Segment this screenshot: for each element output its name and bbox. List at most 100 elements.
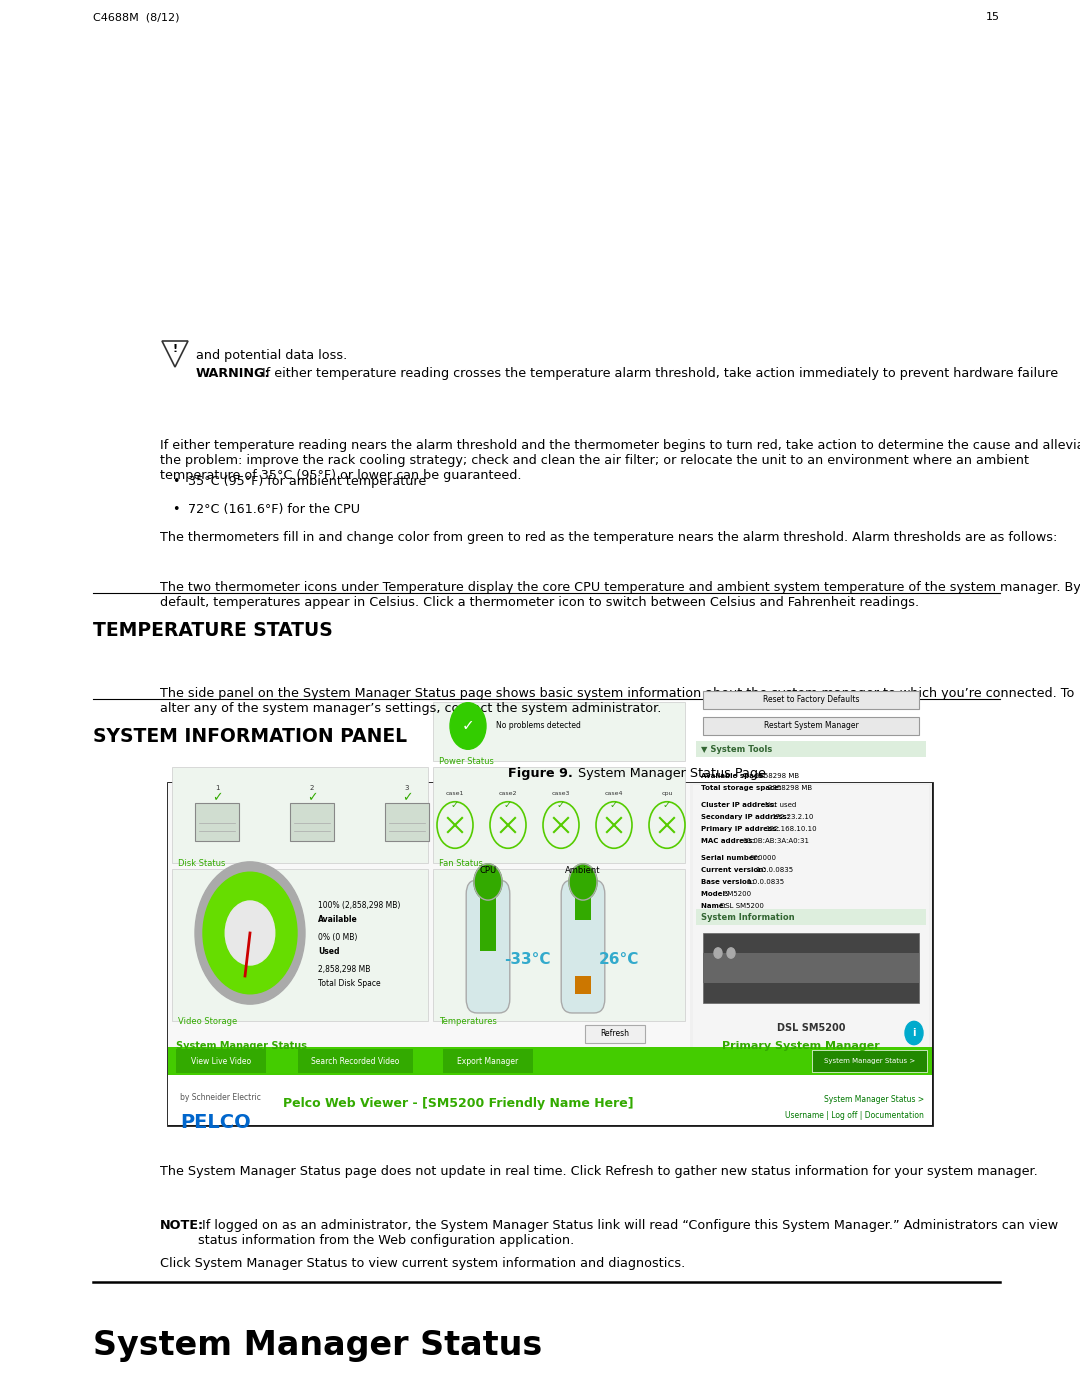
Text: 15: 15 [986, 13, 1000, 22]
Text: case2: case2 [499, 791, 517, 796]
Text: Current version:: Current version: [701, 868, 769, 873]
FancyBboxPatch shape [696, 909, 926, 925]
FancyBboxPatch shape [433, 767, 685, 863]
Text: View Live Video: View Live Video [191, 1056, 251, 1066]
FancyBboxPatch shape [176, 1049, 266, 1073]
Text: 26°C: 26°C [599, 951, 639, 967]
Text: by Schneider Electric: by Schneider Electric [180, 1092, 261, 1102]
Text: System Information: System Information [701, 912, 795, 922]
Text: 2858298 MB: 2858298 MB [768, 785, 812, 791]
Text: Available space:: Available space: [701, 773, 768, 780]
FancyBboxPatch shape [585, 1025, 645, 1044]
FancyBboxPatch shape [172, 869, 428, 1021]
Text: 2: 2 [310, 785, 314, 791]
Text: ▼ System Tools: ▼ System Tools [701, 745, 772, 753]
Text: !: ! [173, 344, 177, 353]
Text: Restart System Manager: Restart System Manager [764, 721, 859, 731]
Text: 172.23.2.10: 172.23.2.10 [771, 814, 813, 820]
Text: DSL SM5200: DSL SM5200 [777, 1023, 846, 1032]
Text: 72°C (161.6°F) for the CPU: 72°C (161.6°F) for the CPU [188, 503, 360, 515]
FancyBboxPatch shape [168, 782, 932, 1046]
Circle shape [905, 1021, 923, 1045]
Text: 35°C (95°F) for ambient temperature: 35°C (95°F) for ambient temperature [188, 475, 427, 488]
FancyBboxPatch shape [433, 869, 685, 1021]
FancyBboxPatch shape [696, 740, 926, 757]
Circle shape [195, 862, 305, 1004]
Text: Serial number:: Serial number: [701, 855, 762, 861]
Polygon shape [162, 341, 188, 367]
Circle shape [569, 863, 597, 900]
Text: The thermometers fill in and change color from green to red as the temperature n: The thermometers fill in and change colo… [160, 531, 1057, 543]
Text: ✓: ✓ [212, 792, 222, 805]
FancyBboxPatch shape [433, 703, 685, 761]
Text: Reset to Factory Defaults: Reset to Factory Defaults [762, 696, 860, 704]
Text: 00:0B:AB:3A:A0:31: 00:0B:AB:3A:A0:31 [743, 838, 810, 844]
Text: 2,858,298 MB: 2,858,298 MB [318, 965, 370, 974]
Text: Cluster IP address:: Cluster IP address: [701, 802, 779, 807]
Text: The System Manager Status page does not update in real time. Click Refresh to ga: The System Manager Status page does not … [160, 1165, 1038, 1178]
Text: System Manager Status >: System Manager Status > [824, 1058, 916, 1065]
Text: Not used: Not used [765, 802, 796, 807]
FancyBboxPatch shape [195, 803, 239, 841]
Text: Primary IP address:: Primary IP address: [701, 826, 782, 833]
Text: •: • [172, 503, 179, 515]
Text: Available: Available [318, 915, 357, 923]
Text: -33°C: -33°C [504, 951, 551, 967]
Text: Primary System Manager: Primary System Manager [723, 1041, 880, 1051]
Text: Base version:: Base version: [701, 879, 757, 886]
Circle shape [450, 703, 486, 749]
Text: Name:: Name: [701, 902, 729, 909]
Text: Fan Status: Fan Status [438, 859, 483, 868]
Text: If either temperature reading crosses the temperature alarm threshold, take acti: If either temperature reading crosses th… [258, 367, 1058, 380]
Text: The side panel on the System Manager Status page shows basic system information : The side panel on the System Manager Sta… [160, 687, 1075, 715]
Text: No problems detected: No problems detected [496, 721, 581, 731]
Text: Video Storage: Video Storage [178, 1017, 238, 1025]
Text: SYSTEM INFORMATION PANEL: SYSTEM INFORMATION PANEL [93, 726, 407, 746]
Text: System Manager Status >: System Manager Status > [824, 1095, 924, 1104]
Text: MAC address:: MAC address: [701, 838, 758, 844]
FancyBboxPatch shape [575, 977, 591, 995]
Text: Search Recorded Video: Search Recorded Video [311, 1056, 400, 1066]
FancyBboxPatch shape [168, 1046, 932, 1076]
Text: 3: 3 [405, 785, 409, 791]
Text: System Manager Status: System Manager Status [93, 1329, 542, 1362]
FancyBboxPatch shape [467, 880, 510, 1013]
Text: case4: case4 [605, 791, 623, 796]
Text: Pelco Web Viewer - [SM5200 Friendly Name Here]: Pelco Web Viewer - [SM5200 Friendly Name… [283, 1097, 634, 1109]
FancyBboxPatch shape [168, 782, 932, 1125]
Text: •: • [172, 475, 179, 488]
Text: Temperatures: Temperatures [438, 1017, 497, 1025]
Text: The two thermometer icons under Temperature display the core CPU temperature and: The two thermometer icons under Temperat… [160, 581, 1080, 609]
Circle shape [714, 947, 723, 958]
Text: C4688M  (8/12): C4688M (8/12) [93, 13, 179, 22]
Text: WARNING:: WARNING: [195, 367, 271, 380]
Text: PELCO: PELCO [180, 1113, 251, 1132]
Circle shape [474, 863, 502, 900]
Text: ✓: ✓ [663, 800, 671, 810]
Text: case1: case1 [446, 791, 464, 796]
Text: Disk Status: Disk Status [178, 859, 226, 868]
FancyBboxPatch shape [384, 803, 429, 841]
FancyBboxPatch shape [703, 692, 919, 710]
Text: 1.0.0.0835: 1.0.0.0835 [746, 879, 784, 886]
Text: Model:: Model: [701, 891, 730, 897]
Text: 2858298 MB: 2858298 MB [755, 773, 799, 780]
Text: 192.168.10.10: 192.168.10.10 [765, 826, 816, 833]
FancyBboxPatch shape [575, 894, 591, 921]
Text: Used: Used [318, 947, 339, 956]
Text: 000000: 000000 [750, 855, 777, 861]
Circle shape [226, 901, 274, 965]
Text: 0% (0 MB): 0% (0 MB) [318, 933, 357, 942]
Text: NOTE:: NOTE: [160, 1220, 204, 1232]
FancyBboxPatch shape [298, 1049, 413, 1073]
FancyBboxPatch shape [443, 1049, 534, 1073]
Text: DSL SM5200: DSL SM5200 [720, 902, 764, 909]
Text: Export Manager: Export Manager [457, 1056, 518, 1066]
FancyBboxPatch shape [693, 785, 929, 1046]
Text: System Manager Status: System Manager Status [176, 1041, 307, 1051]
Text: and potential data loss.: and potential data loss. [195, 349, 348, 362]
Circle shape [203, 872, 297, 993]
Text: 100% (2,858,298 MB): 100% (2,858,298 MB) [318, 901, 401, 909]
Text: Total storage space:: Total storage space: [701, 785, 784, 791]
FancyBboxPatch shape [291, 803, 334, 841]
